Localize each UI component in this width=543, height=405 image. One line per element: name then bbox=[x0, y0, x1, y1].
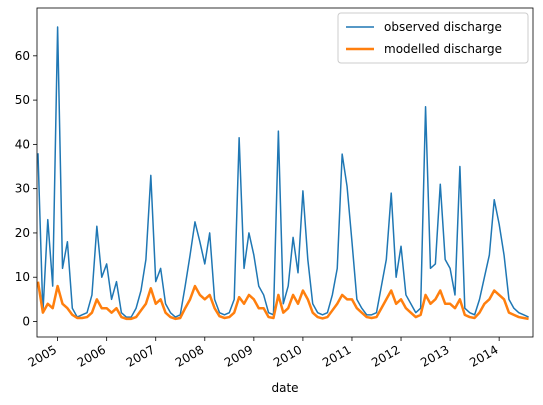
y-tick-label: 50 bbox=[15, 93, 30, 107]
y-tick-label: 0 bbox=[22, 315, 30, 329]
x-axis-label: date bbox=[271, 381, 298, 395]
y-tick-label: 10 bbox=[15, 270, 30, 284]
legend-box bbox=[337, 12, 529, 64]
x-tick-label: 2009 bbox=[222, 342, 255, 369]
legend-label: observed discharge bbox=[384, 20, 502, 34]
x-tick-label: 2008 bbox=[173, 342, 206, 369]
x-tick-label: 2006 bbox=[75, 342, 108, 369]
x-tick-label: 2005 bbox=[26, 342, 59, 369]
legend-label: modelled discharge bbox=[384, 42, 502, 56]
y-tick-label: 20 bbox=[15, 226, 30, 240]
x-tick-label: 2012 bbox=[369, 342, 402, 369]
x-tick-label: 2010 bbox=[271, 342, 304, 369]
x-tick-label: 2014 bbox=[467, 342, 500, 369]
y-tick-label: 30 bbox=[15, 182, 30, 196]
series-line bbox=[37, 26, 529, 318]
y-tick-label: 40 bbox=[15, 137, 30, 151]
y-tick-label: 60 bbox=[15, 49, 30, 63]
plot-frame bbox=[36, 7, 534, 338]
x-tick-label: 2011 bbox=[320, 342, 353, 369]
x-tick-label: 2013 bbox=[418, 342, 451, 369]
series-line bbox=[37, 281, 529, 321]
x-tick-label: 2007 bbox=[124, 342, 157, 369]
